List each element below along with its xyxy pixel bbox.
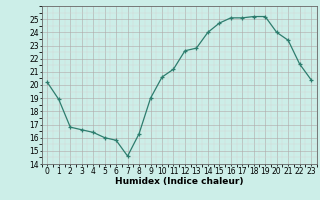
X-axis label: Humidex (Indice chaleur): Humidex (Indice chaleur) [115, 177, 244, 186]
